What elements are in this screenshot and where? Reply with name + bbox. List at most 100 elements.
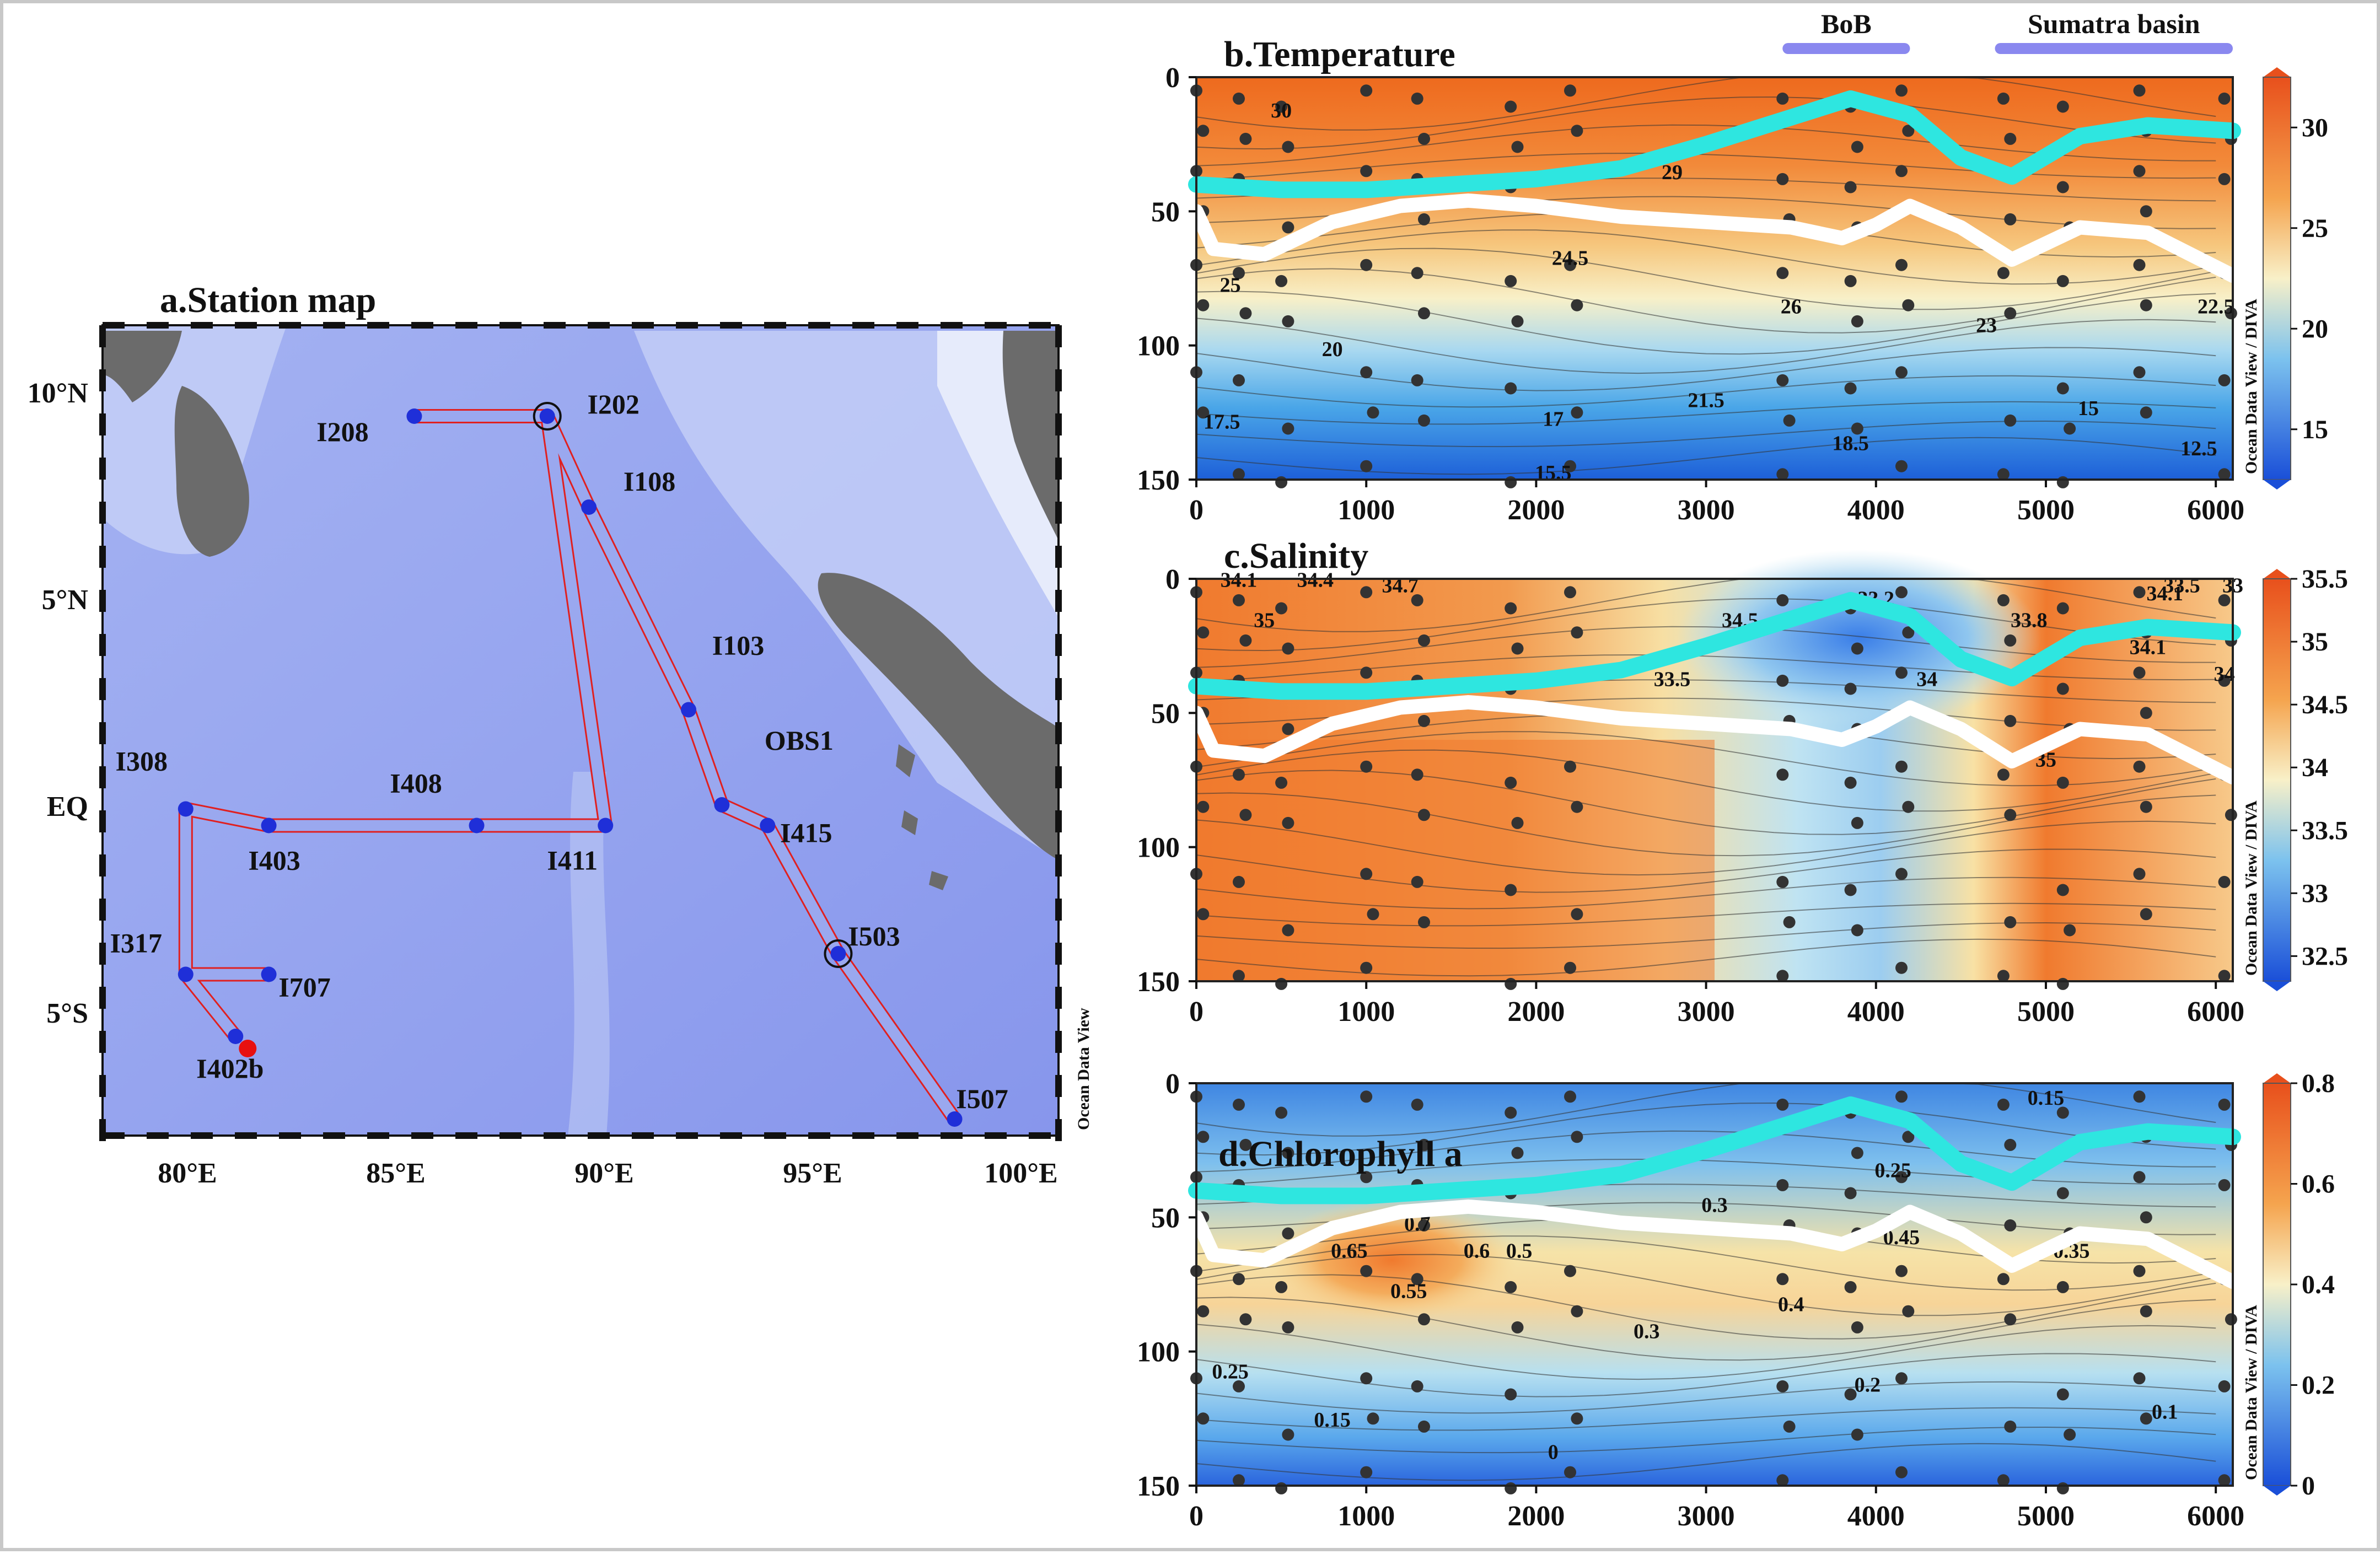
sample-point: [1776, 1380, 1789, 1392]
sample-point: [2133, 760, 2146, 773]
map-frame-tick: [1055, 899, 1062, 921]
sample-point: [1411, 1380, 1423, 1392]
x-tick-label: 6000: [2187, 1501, 2244, 1532]
map-title: a.Station map: [160, 280, 376, 320]
sample-point: [1197, 908, 1210, 921]
region-label: Sumatra basin: [2028, 8, 2200, 39]
sample-point: [1367, 1412, 1379, 1425]
sample-point: [1851, 315, 1863, 327]
x-tick-label: 2000: [1507, 494, 1565, 526]
sample-point: [1776, 1474, 1789, 1487]
map-frame-tick: [99, 369, 106, 391]
sample-point: [1895, 1466, 1908, 1478]
sample-point: [1275, 275, 1288, 287]
sample-point: [2056, 682, 2069, 695]
sample-point: [1844, 275, 1857, 287]
contour-line: [1196, 1324, 2216, 1380]
sample-point: [2218, 875, 2231, 888]
colorbar-tick-label: 20: [2302, 314, 2328, 343]
sample-point: [1564, 1090, 1576, 1103]
sample-point: [1783, 1420, 1796, 1433]
sample-point: [1275, 1106, 1288, 1119]
station-label-i707: I707: [278, 972, 330, 1003]
map-frame-tick: [544, 322, 566, 329]
sample-point: [2056, 602, 2069, 615]
sample-point: [2004, 634, 2017, 647]
sample-point: [1895, 84, 1908, 97]
x-tick-label: 2000: [1507, 1501, 1565, 1532]
sample-point: [1282, 141, 1294, 153]
map-frame-tick: [720, 1132, 742, 1139]
contour-lines-temp: [1196, 77, 2216, 475]
sample-point: [1997, 768, 2010, 781]
colorbar-bottom-arrow: [2263, 480, 2291, 490]
contour-label: 23: [1976, 314, 1997, 337]
y-tick-label: 50: [1151, 698, 1180, 729]
contour-label: 33.5: [1654, 668, 1691, 691]
map-lat-label-10n: 10°N: [28, 378, 88, 409]
map-lon-label-85e: 85°E: [366, 1158, 425, 1189]
sample-point: [1360, 366, 1373, 379]
map-frame-tick: [99, 678, 106, 700]
y-tick-label: 150: [1137, 966, 1180, 998]
contour-label: 24.5: [1552, 247, 1589, 270]
sample-point: [2056, 275, 2069, 287]
sample-point: [1505, 602, 1517, 615]
map-frame-tick: [99, 943, 106, 965]
sample-point: [2218, 468, 2231, 481]
colorbar-tick-label: 33.5: [2302, 816, 2348, 845]
station-dot-i408: [469, 818, 485, 834]
sample-point: [2133, 1265, 2146, 1277]
sample-point: [1233, 970, 1245, 982]
station-label-i103: I103: [712, 630, 764, 661]
x-tick-label: 3000: [1678, 996, 1735, 1028]
contour-label: 0.65: [1331, 1239, 1368, 1262]
map-frame-tick: [588, 1132, 610, 1139]
sample-point: [1282, 315, 1294, 327]
station-label-i503: I503: [848, 921, 900, 951]
x-tick-label: 1000: [1337, 1501, 1395, 1532]
contour-label: 0.55: [1390, 1279, 1427, 1303]
sample-point: [2133, 366, 2146, 379]
sample-point: [1282, 723, 1294, 735]
sample-point: [2064, 422, 2076, 435]
sample-point: [1360, 1466, 1373, 1478]
map-land-sumatra: [818, 573, 1059, 860]
contour-line: [1196, 877, 2216, 910]
map-panel: I208 I202 I108 I103 OBS1 I415 I503 I507 I411 I408…: [99, 322, 1062, 1141]
sample-point: [1776, 674, 1789, 687]
sample-point: [2140, 1305, 2152, 1318]
sample-point: [1282, 642, 1294, 655]
sample-point: [1783, 414, 1796, 427]
sample-point: [1776, 875, 1789, 888]
sample-point: [1571, 1305, 1583, 1318]
sample-point: [2225, 1313, 2237, 1326]
contour-line: [1196, 420, 2216, 448]
sample-point: [2140, 1211, 2152, 1224]
sample-point: [2133, 1372, 2146, 1385]
sample-point: [1851, 1147, 1863, 1159]
station-label-i108: I108: [624, 466, 675, 497]
contour-label: 0.1: [2152, 1400, 2178, 1423]
map-frame-tick: [411, 322, 433, 329]
map-frame-tick: [1055, 854, 1062, 877]
sample-point: [1776, 173, 1789, 185]
station-label-i408: I408: [390, 768, 442, 799]
map-frame-tick: [941, 1132, 963, 1139]
map-frame-tick: [1055, 458, 1062, 480]
contour-line: [1196, 1102, 2216, 1156]
sample-point: [2133, 586, 2146, 599]
map-frame-tick: [985, 322, 1007, 329]
contour-label: 0.15: [2028, 1087, 2065, 1110]
plot-frame: [1195, 1082, 2234, 1487]
sample-point: [1844, 884, 1857, 896]
map-frame-tick: [455, 322, 477, 329]
x-tick-label: 5000: [2017, 1501, 2075, 1532]
map-frame-tick: [99, 634, 106, 656]
map-lon-label-80e: 80°E: [158, 1158, 217, 1189]
map-frame-tick: [99, 854, 106, 877]
contour-label: 34: [2214, 663, 2235, 686]
sample-point: [2218, 594, 2231, 606]
panel-title-sal: c.Salinity: [1224, 536, 1368, 576]
sample-point: [1902, 1131, 1915, 1143]
